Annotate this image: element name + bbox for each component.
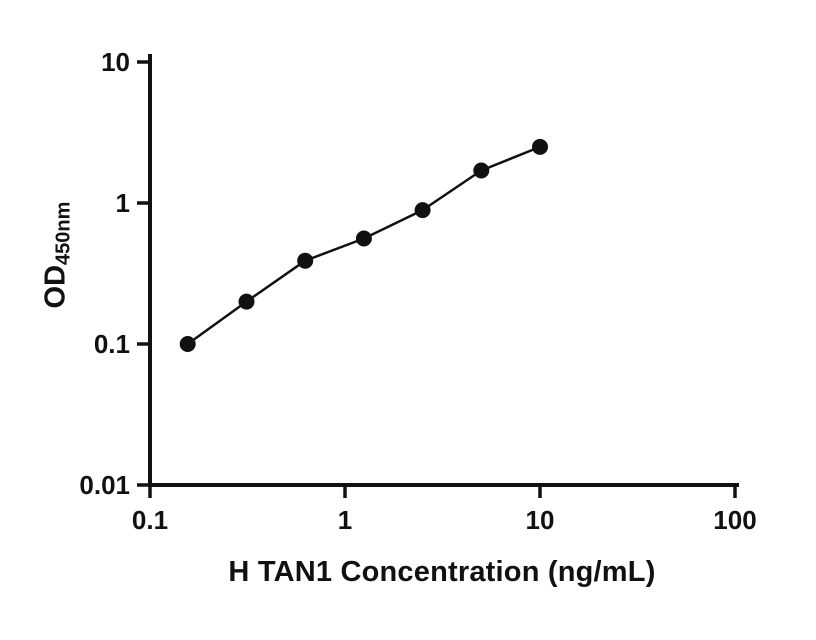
data-point (179, 336, 196, 352)
data-point (532, 138, 548, 155)
data-point (297, 252, 314, 269)
x-tick-label: 0.1 (132, 505, 168, 535)
data-point (355, 230, 372, 247)
x-tick-label: 100 (713, 505, 756, 535)
y-axis-title-sub: 450nm (52, 201, 75, 265)
data-point (238, 293, 255, 310)
data-point (473, 162, 490, 179)
data-point (414, 202, 431, 219)
x-tick-label: 1 (338, 505, 352, 535)
x-axis-title: H TAN1 Concentration (ng/mL) (228, 556, 656, 588)
x-tick-label: 10 (526, 505, 555, 535)
y-tick-label: 0.1 (94, 329, 130, 359)
y-axis-title-main: OD (39, 264, 72, 309)
y-axis-title: OD450nm (39, 201, 75, 309)
y-tick-label: 10 (101, 47, 130, 77)
y-tick-label: 0.01 (79, 470, 130, 500)
y-tick-label: 1 (116, 188, 130, 218)
